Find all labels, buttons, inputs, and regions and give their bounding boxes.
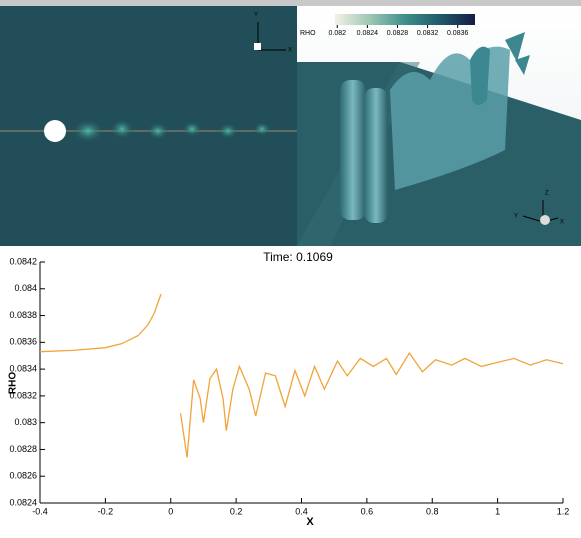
x-tick-label: 0.2 [230,506,243,516]
chart-title: Time: 0.1069 [263,250,333,264]
y-tick-label: 0.0834 [9,363,37,373]
y-tick-label: 0.0826 [9,471,37,481]
colorbar-title: RHO [300,30,316,37]
x-tick-label: -0.2 [98,506,114,516]
colorbar-tick-label: 0.0836 [447,30,469,37]
y-tick-label: 0.0836 [9,337,37,347]
colorbar-tick-label: 0.0824 [357,30,379,37]
y-axis-label: RHO [8,372,19,394]
axis-letter: Z [545,191,549,197]
colorbar-tick-label: 0.0828 [387,30,409,37]
x-axis-label: X [306,516,314,528]
y-tick-label: 0.0832 [9,390,37,400]
x-tick-label: 0.8 [426,506,439,516]
colorbar [335,14,475,25]
axis-letter: X [288,48,292,54]
axis-letter: X [560,220,564,226]
slice-view: Y X [0,6,297,246]
top-border [0,0,581,6]
iso-view: Z Y X RHO [297,6,581,246]
y-tick-label: 0.0838 [9,310,37,320]
x-tick-label: 1.2 [557,506,570,516]
y-tick-label: 0.0828 [9,444,37,454]
axis-letter: Y [254,13,258,19]
colorbar-tick-label: 0.082 [328,30,346,37]
x-tick-label: 0.4 [295,506,308,516]
x-tick-label: 1 [495,506,500,516]
y-tick-label: 0.084 [14,283,37,293]
x-tick-label: -0.4 [32,506,48,516]
y-tick-label: 0.0824 [9,497,37,507]
axis-letter: Y [514,214,518,220]
colorbar-tick-label: 0.0832 [417,30,439,37]
x-tick-label: 0.6 [361,506,374,516]
y-tick-label: 0.0842 [9,256,37,266]
data-line [39,293,564,458]
x-tick-label: 0 [168,506,173,516]
y-tick-label: 0.083 [14,417,37,427]
